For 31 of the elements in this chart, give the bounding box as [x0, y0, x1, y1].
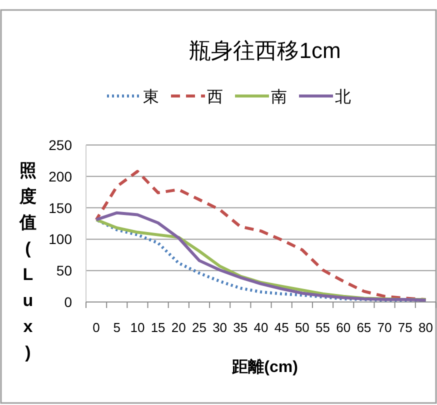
legend-label: 北	[335, 88, 351, 106]
y-tick-label: 50	[56, 262, 72, 279]
x-tick-label: 60	[336, 320, 351, 335]
y-tick-label: 250	[48, 137, 72, 153]
x-tick-label: 45	[274, 320, 289, 335]
x-tick-label: 30	[212, 320, 228, 335]
x-tick-label: 40	[254, 320, 268, 335]
x-axis-title: 距離(cm)	[231, 358, 298, 376]
line-series	[94, 170, 428, 301]
x-tick-label: 75	[398, 320, 412, 335]
x-tick-label: 10	[130, 320, 145, 335]
y-axis-title: 照度值(Lux)	[18, 161, 36, 362]
x-tick-label: 15	[150, 320, 166, 335]
x-tick-label: 0	[92, 320, 100, 335]
x-tick-label: 50	[294, 320, 310, 335]
x-tick-label: 80	[418, 320, 433, 335]
x-tick-label: 65	[356, 320, 372, 335]
x-tick-label: 55	[316, 320, 330, 335]
legend-label: 西	[207, 89, 223, 106]
x-tick-label: 35	[233, 320, 248, 335]
y-tick-label: 0	[64, 294, 72, 310]
x-tick-label: 25	[192, 320, 206, 335]
x-tick-label: 20	[171, 320, 186, 335]
y-tick-label: 150	[48, 200, 72, 216]
y-tick-label: 200	[48, 168, 72, 184]
legend-label: 南	[271, 88, 287, 106]
legend-label: 東	[143, 88, 159, 106]
y-tick-label: 100	[48, 231, 72, 248]
x-tick-label: 70	[377, 320, 392, 335]
chart-title: 瓶身往西移1cm	[189, 38, 341, 63]
x-tick-label: 5	[113, 320, 120, 335]
